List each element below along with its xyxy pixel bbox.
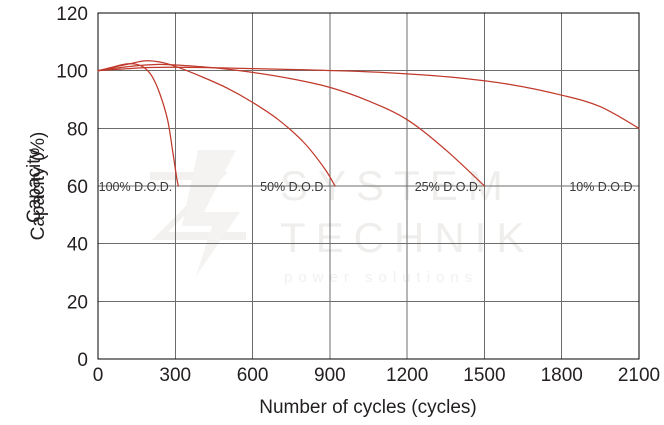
y-tick-label: 60	[67, 177, 88, 198]
x-tick-label: 0	[93, 365, 104, 386]
plot-frame	[97, 12, 640, 360]
annotation-100-d-o-d: 100% D.O.D.	[99, 180, 173, 194]
annotation-50-d-o-d: 50% D.O.D.	[260, 180, 327, 194]
y-axis-tick-labels: 0 20 40 60 80 100 120	[56, 4, 88, 371]
watermark-line2: TECHNIK	[280, 214, 534, 261]
y-tick-label: 0	[77, 350, 88, 371]
x-tick-label: 900	[314, 365, 346, 386]
curve-10-d-o-d	[97, 66, 640, 129]
y-tick-label: 100	[56, 62, 88, 83]
curve-25-d-o-d	[97, 63, 486, 187]
x-tick-label: 2100	[618, 365, 660, 386]
data-curves	[97, 60, 640, 187]
y-axis-title-overlap: Capacity	[24, 149, 45, 223]
x-tick-label: 1200	[386, 365, 428, 386]
y-tick-label: 40	[67, 235, 88, 256]
annotation-25-d-o-d: 25% D.O.D.	[415, 180, 482, 194]
curve-50-d-o-d	[97, 60, 336, 187]
x-axis-tick-labels: 0 300 600 900 1200 1500 1800 2100	[93, 365, 660, 386]
watermark-logo-icon	[150, 150, 246, 276]
x-tick-label: 1800	[541, 365, 583, 386]
annotation-10-d-o-d: 10% D.O.D.	[569, 180, 636, 194]
x-tick-label: 600	[237, 365, 269, 386]
y-tick-label: 20	[67, 292, 88, 313]
x-axis-title: Number of cycles (cycles)	[259, 397, 477, 418]
series-annotations: 100% D.O.D. 50% D.O.D. 25% D.O.D. 10% D.O.D…	[99, 180, 636, 194]
watermark-line3: power solutions	[284, 269, 478, 286]
y-axis-title: Capacity (%)	[28, 132, 49, 241]
y-tick-label: 80	[67, 119, 88, 140]
x-tick-label: 1500	[463, 365, 505, 386]
y-tick-label: 120	[56, 4, 88, 25]
curve-100-d-o-d	[97, 63, 180, 187]
x-tick-label: 300	[159, 365, 191, 386]
